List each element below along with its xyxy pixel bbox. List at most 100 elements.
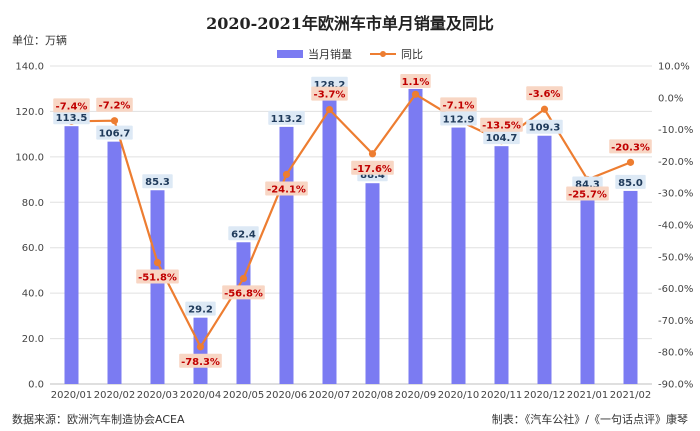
bar-value-label-bg bbox=[615, 174, 646, 189]
yoy-point bbox=[110, 117, 119, 125]
bar-value-label: 85.3 bbox=[145, 177, 170, 188]
bar-value-label: 109.3 bbox=[529, 123, 561, 134]
x-tick-label: 2020/05 bbox=[223, 390, 265, 401]
bar bbox=[64, 126, 79, 384]
x-tick-label: 2020/11 bbox=[481, 390, 523, 401]
yoy-value-label-bg bbox=[53, 98, 90, 113]
bar bbox=[451, 127, 466, 384]
bar-value-label-bg bbox=[185, 301, 216, 316]
x-tick-label: 2020/02 bbox=[94, 390, 136, 401]
y-left-tick-label: 40.0 bbox=[22, 289, 44, 300]
bar-value-label: 29.2 bbox=[188, 305, 213, 316]
y-right-tick-label: -80.0% bbox=[658, 348, 693, 359]
x-tick-label: 2020/10 bbox=[438, 390, 480, 401]
x-tick-label: 2020/04 bbox=[180, 390, 222, 401]
yoy-value-label: -7.2% bbox=[99, 101, 131, 112]
x-tick-label: 2020/01 bbox=[51, 390, 93, 401]
bar-value-label: 112.9 bbox=[443, 115, 475, 126]
yoy-value-label: -7.1% bbox=[443, 100, 475, 111]
bar-value-label: 62.4 bbox=[231, 229, 256, 240]
yoy-value-label: -7.4% bbox=[56, 101, 88, 112]
x-tick-label: 2020/12 bbox=[524, 390, 566, 401]
legend-swatch-bar bbox=[277, 50, 303, 58]
x-tick-label: 2021/02 bbox=[610, 390, 652, 401]
yoy-value-label: -20.3% bbox=[611, 142, 650, 153]
legend-item-sales: 当月销量 bbox=[277, 46, 352, 62]
bar bbox=[322, 92, 337, 384]
y-right-tick-label: -70.0% bbox=[658, 316, 693, 327]
bar-value-label-bg bbox=[142, 174, 173, 189]
bar bbox=[150, 190, 165, 384]
yoy-value-label: -56.8% bbox=[224, 288, 263, 299]
bar-value-label-bg bbox=[483, 130, 520, 145]
yoy-point bbox=[282, 170, 291, 179]
bar-value-label: 113.5 bbox=[56, 113, 88, 124]
x-tick-label: 2020/08 bbox=[352, 390, 394, 401]
bar-value-label: 128.2 bbox=[314, 80, 346, 91]
yoy-value-label-bg bbox=[351, 160, 394, 175]
bar-value-label-bg bbox=[53, 110, 90, 125]
yoy-value-label-bg bbox=[566, 186, 609, 201]
x-tick-label: 2020/07 bbox=[309, 390, 351, 401]
bar-value-label: 104.7 bbox=[486, 133, 518, 144]
yoy-value-label-bg bbox=[96, 97, 133, 112]
bar-value-label: 106.7 bbox=[99, 129, 131, 140]
yoy-value-label: -24.1% bbox=[267, 184, 306, 195]
bar-value-label: 113.2 bbox=[271, 114, 303, 125]
yoy-value-label-bg bbox=[179, 353, 222, 368]
unit-label: 单位：万辆 bbox=[12, 34, 67, 47]
yoy-value-label: -78.3% bbox=[181, 357, 220, 368]
yoy-value-label-bg bbox=[136, 269, 179, 284]
bar bbox=[623, 190, 638, 384]
yoy-value-label: 1.1% bbox=[402, 77, 430, 88]
y-left-tick-label: 100.0 bbox=[15, 152, 44, 163]
yoy-value-label: -3.7% bbox=[314, 90, 346, 101]
yoy-point bbox=[153, 258, 162, 267]
yoy-value-label-bg bbox=[311, 86, 348, 101]
bar bbox=[537, 135, 552, 384]
bar-value-label-bg bbox=[268, 110, 305, 125]
yoy-value-label: -17.6% bbox=[353, 164, 392, 175]
yoy-point bbox=[626, 158, 635, 166]
y-left-tick-label: 120.0 bbox=[15, 107, 44, 118]
bar-value-label: 85.0 bbox=[618, 178, 643, 189]
legend: 当月销量 同比 bbox=[0, 46, 700, 62]
yoy-value-label: -51.8% bbox=[138, 273, 177, 284]
yoy-point bbox=[196, 343, 205, 351]
bar bbox=[408, 88, 423, 384]
yoy-value-label-bg bbox=[222, 285, 265, 300]
bar-value-label-bg bbox=[228, 226, 259, 241]
yoy-point bbox=[540, 105, 549, 113]
x-tick-label: 2020/06 bbox=[266, 390, 308, 401]
y-left-tick-label: 140.0 bbox=[15, 62, 44, 73]
yoy-value-label-bg bbox=[440, 97, 477, 112]
yoy-point bbox=[325, 105, 334, 114]
yoy-point bbox=[239, 274, 248, 283]
yoy-value-label-bg bbox=[480, 117, 523, 132]
yoy-value-label-bg bbox=[526, 86, 563, 101]
legend-item-yoy: 同比 bbox=[370, 46, 423, 62]
y-right-tick-label: -90.0% bbox=[658, 380, 693, 391]
bar bbox=[107, 141, 122, 384]
yoy-value-label: -13.5% bbox=[482, 121, 521, 132]
y-right-tick-label: 10.0% bbox=[658, 62, 690, 73]
chart-title: 2020-2021年欧洲车市单月销量及同比 bbox=[206, 14, 494, 33]
yoy-point bbox=[411, 90, 420, 98]
y-right-tick-label: -20.0% bbox=[658, 157, 693, 168]
yoy-value-label-bg bbox=[609, 139, 652, 154]
y-left-tick-label: 0.0 bbox=[28, 380, 44, 391]
bar bbox=[580, 192, 595, 384]
y-right-tick-label: -30.0% bbox=[658, 189, 693, 200]
bar bbox=[494, 146, 509, 384]
y-right-tick-label: 0.0% bbox=[658, 93, 683, 104]
legend-swatch-line bbox=[370, 50, 396, 58]
legend-label-yoy: 同比 bbox=[401, 48, 423, 61]
bar-value-label-bg bbox=[526, 119, 563, 134]
bar-value-label-bg bbox=[96, 125, 133, 140]
yoy-value-label: -25.7% bbox=[568, 190, 607, 201]
yoy-value-label: -3.6% bbox=[529, 89, 561, 100]
maker-note: 制表：《汽车公社》/《一句话点评》康琴 bbox=[491, 413, 688, 426]
bar bbox=[193, 317, 208, 384]
